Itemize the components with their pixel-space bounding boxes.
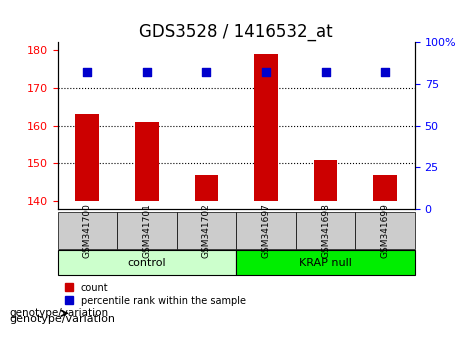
FancyBboxPatch shape [58,212,117,249]
Point [84,70,91,75]
Point [143,70,151,75]
FancyBboxPatch shape [177,212,236,249]
FancyBboxPatch shape [117,212,177,249]
Bar [135,122,159,201]
Title: GDS3528 / 1416532_at: GDS3528 / 1416532_at [139,23,333,41]
Bar [373,175,397,201]
Text: GSM341701: GSM341701 [142,203,152,258]
Text: GSM341700: GSM341700 [83,203,92,258]
Text: genotype/variation: genotype/variation [9,308,108,318]
Bar [195,175,219,201]
Bar [313,160,337,201]
Text: GSM341699: GSM341699 [381,203,390,258]
FancyBboxPatch shape [296,212,355,249]
Text: GSM341697: GSM341697 [261,203,271,258]
Text: GSM341698: GSM341698 [321,203,330,258]
Point [203,70,210,75]
Point [322,70,329,75]
Text: control: control [128,258,166,268]
Bar [76,114,99,201]
FancyBboxPatch shape [236,212,296,249]
Bar [254,54,278,201]
Text: KRAP null: KRAP null [299,258,352,268]
FancyBboxPatch shape [236,250,415,275]
Text: GSM341702: GSM341702 [202,203,211,258]
Point [381,70,389,75]
Text: genotype/variation: genotype/variation [9,314,115,324]
FancyBboxPatch shape [355,212,415,249]
Point [262,70,270,75]
FancyBboxPatch shape [58,250,236,275]
Legend: count, percentile rank within the sample: count, percentile rank within the sample [63,280,249,309]
